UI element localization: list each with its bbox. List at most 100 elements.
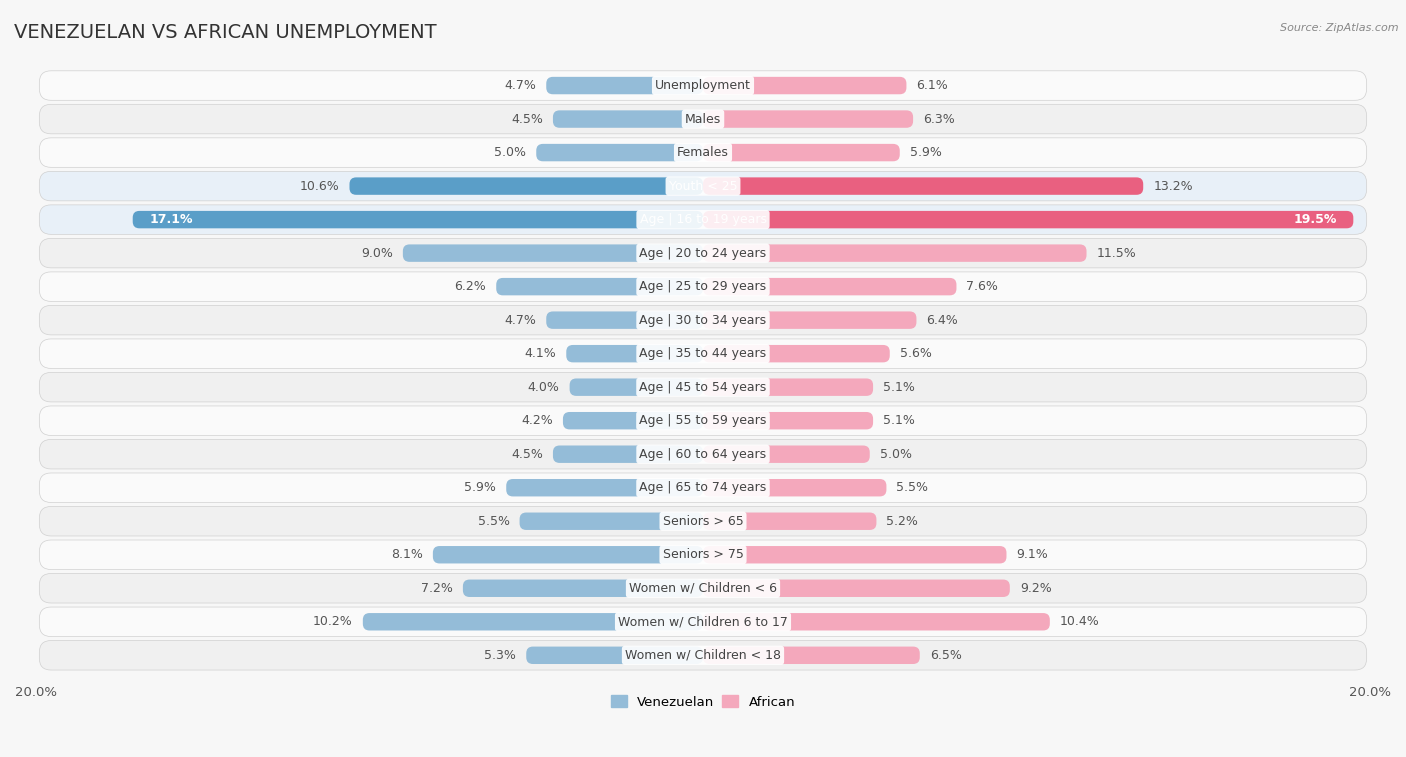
Text: 10.6%: 10.6%	[299, 179, 339, 192]
FancyBboxPatch shape	[703, 311, 917, 329]
Text: Females: Females	[678, 146, 728, 159]
Text: 13.2%: 13.2%	[1153, 179, 1192, 192]
FancyBboxPatch shape	[463, 580, 703, 597]
FancyBboxPatch shape	[703, 446, 870, 463]
Text: Source: ZipAtlas.com: Source: ZipAtlas.com	[1281, 23, 1399, 33]
FancyBboxPatch shape	[703, 613, 1050, 631]
Text: 5.1%: 5.1%	[883, 381, 915, 394]
FancyBboxPatch shape	[39, 71, 1367, 100]
FancyBboxPatch shape	[703, 211, 1354, 229]
Text: 4.7%: 4.7%	[505, 313, 536, 327]
FancyBboxPatch shape	[703, 278, 956, 295]
FancyBboxPatch shape	[39, 339, 1367, 369]
Text: 4.0%: 4.0%	[527, 381, 560, 394]
Text: Age | 35 to 44 years: Age | 35 to 44 years	[640, 347, 766, 360]
Text: 5.0%: 5.0%	[495, 146, 526, 159]
Text: Age | 16 to 19 years: Age | 16 to 19 years	[640, 213, 766, 226]
FancyBboxPatch shape	[39, 607, 1367, 637]
Text: Age | 60 to 64 years: Age | 60 to 64 years	[640, 447, 766, 461]
Text: 7.6%: 7.6%	[966, 280, 998, 293]
Text: 5.6%: 5.6%	[900, 347, 932, 360]
FancyBboxPatch shape	[39, 440, 1367, 469]
FancyBboxPatch shape	[39, 640, 1367, 670]
Text: 5.1%: 5.1%	[883, 414, 915, 427]
Text: 10.4%: 10.4%	[1060, 615, 1099, 628]
Text: 5.2%: 5.2%	[886, 515, 918, 528]
FancyBboxPatch shape	[496, 278, 703, 295]
FancyBboxPatch shape	[526, 646, 703, 664]
Text: 9.1%: 9.1%	[1017, 548, 1049, 561]
Text: Seniors > 65: Seniors > 65	[662, 515, 744, 528]
Text: 5.5%: 5.5%	[478, 515, 509, 528]
Text: 5.0%: 5.0%	[880, 447, 911, 461]
Text: 4.2%: 4.2%	[522, 414, 553, 427]
Text: 17.1%: 17.1%	[149, 213, 193, 226]
Text: 4.1%: 4.1%	[524, 347, 557, 360]
Text: 5.9%: 5.9%	[464, 481, 496, 494]
Text: 6.1%: 6.1%	[917, 79, 948, 92]
FancyBboxPatch shape	[703, 512, 876, 530]
Text: 19.5%: 19.5%	[1294, 213, 1337, 226]
Text: 6.3%: 6.3%	[924, 113, 955, 126]
FancyBboxPatch shape	[553, 111, 703, 128]
Text: 11.5%: 11.5%	[1097, 247, 1136, 260]
FancyBboxPatch shape	[703, 111, 912, 128]
Text: Youth < 25: Youth < 25	[669, 179, 737, 192]
FancyBboxPatch shape	[39, 406, 1367, 435]
Text: 4.5%: 4.5%	[510, 113, 543, 126]
FancyBboxPatch shape	[39, 272, 1367, 301]
FancyBboxPatch shape	[132, 211, 703, 229]
FancyBboxPatch shape	[39, 171, 1367, 201]
Text: 10.2%: 10.2%	[314, 615, 353, 628]
FancyBboxPatch shape	[363, 613, 703, 631]
Text: Age | 65 to 74 years: Age | 65 to 74 years	[640, 481, 766, 494]
FancyBboxPatch shape	[703, 378, 873, 396]
Text: 6.2%: 6.2%	[454, 280, 486, 293]
FancyBboxPatch shape	[350, 177, 703, 195]
FancyBboxPatch shape	[703, 646, 920, 664]
Text: 6.4%: 6.4%	[927, 313, 959, 327]
Text: 8.1%: 8.1%	[391, 548, 423, 561]
FancyBboxPatch shape	[404, 245, 703, 262]
FancyBboxPatch shape	[506, 479, 703, 497]
FancyBboxPatch shape	[569, 378, 703, 396]
FancyBboxPatch shape	[703, 479, 886, 497]
FancyBboxPatch shape	[703, 345, 890, 363]
FancyBboxPatch shape	[39, 104, 1367, 134]
FancyBboxPatch shape	[703, 144, 900, 161]
Text: 9.0%: 9.0%	[361, 247, 392, 260]
FancyBboxPatch shape	[703, 580, 1010, 597]
Text: Women w/ Children 6 to 17: Women w/ Children 6 to 17	[619, 615, 787, 628]
Text: 5.3%: 5.3%	[484, 649, 516, 662]
FancyBboxPatch shape	[562, 412, 703, 429]
FancyBboxPatch shape	[39, 540, 1367, 569]
Text: Age | 30 to 34 years: Age | 30 to 34 years	[640, 313, 766, 327]
Text: 5.5%: 5.5%	[897, 481, 928, 494]
FancyBboxPatch shape	[703, 245, 1087, 262]
FancyBboxPatch shape	[536, 144, 703, 161]
Text: Age | 25 to 29 years: Age | 25 to 29 years	[640, 280, 766, 293]
FancyBboxPatch shape	[703, 177, 1143, 195]
Text: Women w/ Children < 6: Women w/ Children < 6	[628, 582, 778, 595]
FancyBboxPatch shape	[39, 506, 1367, 536]
FancyBboxPatch shape	[553, 446, 703, 463]
FancyBboxPatch shape	[547, 311, 703, 329]
FancyBboxPatch shape	[39, 473, 1367, 503]
Text: Age | 45 to 54 years: Age | 45 to 54 years	[640, 381, 766, 394]
FancyBboxPatch shape	[39, 305, 1367, 335]
Text: Age | 20 to 24 years: Age | 20 to 24 years	[640, 247, 766, 260]
FancyBboxPatch shape	[433, 546, 703, 563]
Text: 9.2%: 9.2%	[1019, 582, 1052, 595]
FancyBboxPatch shape	[39, 138, 1367, 167]
Text: Age | 55 to 59 years: Age | 55 to 59 years	[640, 414, 766, 427]
Text: Unemployment: Unemployment	[655, 79, 751, 92]
Text: 5.9%: 5.9%	[910, 146, 942, 159]
FancyBboxPatch shape	[39, 372, 1367, 402]
Text: Males: Males	[685, 113, 721, 126]
Text: 6.5%: 6.5%	[929, 649, 962, 662]
FancyBboxPatch shape	[703, 546, 1007, 563]
Legend: Venezuelan, African: Venezuelan, African	[606, 690, 800, 714]
FancyBboxPatch shape	[39, 574, 1367, 603]
Text: 4.5%: 4.5%	[510, 447, 543, 461]
FancyBboxPatch shape	[39, 205, 1367, 235]
